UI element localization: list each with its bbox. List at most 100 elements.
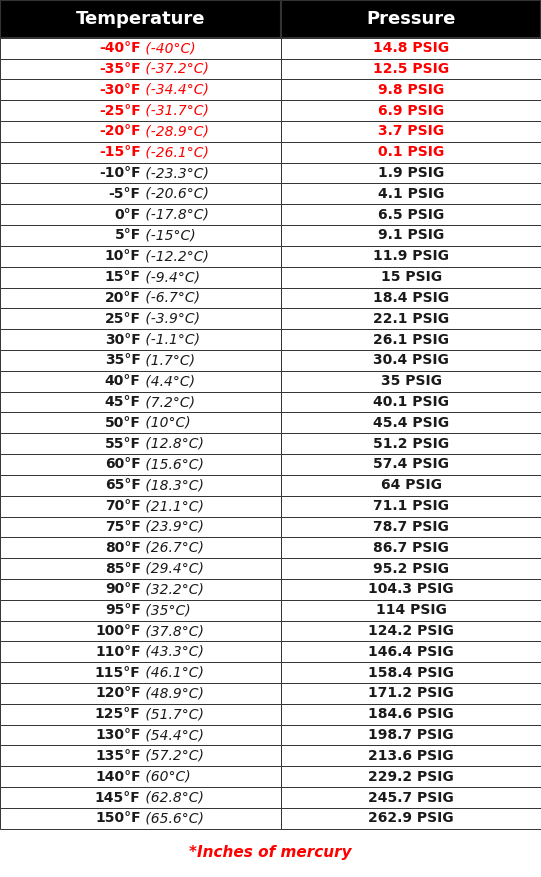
Bar xyxy=(281,745,541,766)
Bar xyxy=(0,808,281,829)
Text: 18.4 PSIG: 18.4 PSIG xyxy=(373,291,449,305)
Text: Pressure: Pressure xyxy=(366,10,456,28)
Text: (29.4°C): (29.4°C) xyxy=(141,561,203,575)
Text: 40.1 PSIG: 40.1 PSIG xyxy=(373,395,449,409)
Bar xyxy=(0,538,281,558)
Text: 114 PSIG: 114 PSIG xyxy=(375,603,447,617)
Text: (4.4°C): (4.4°C) xyxy=(141,374,195,389)
Text: 30.4 PSIG: 30.4 PSIG xyxy=(373,353,449,367)
Text: -10°F: -10°F xyxy=(99,166,141,180)
Text: 229.2 PSIG: 229.2 PSIG xyxy=(368,770,454,784)
Text: 30°F: 30°F xyxy=(105,332,141,346)
Bar xyxy=(0,100,281,121)
Text: 11.9 PSIG: 11.9 PSIG xyxy=(373,249,449,263)
Text: 140°F: 140°F xyxy=(95,770,141,784)
Bar xyxy=(281,288,541,309)
Text: 145°F: 145°F xyxy=(95,790,141,804)
Bar xyxy=(0,662,281,683)
Text: (-28.9°C): (-28.9°C) xyxy=(141,125,208,139)
Bar xyxy=(0,225,281,246)
Text: (-34.4°C): (-34.4°C) xyxy=(141,82,208,96)
Text: (-20.6°C): (-20.6°C) xyxy=(141,187,208,201)
Text: (48.9°C): (48.9°C) xyxy=(141,687,203,701)
Bar xyxy=(0,745,281,766)
Bar xyxy=(281,474,541,496)
Bar xyxy=(281,162,541,183)
Bar xyxy=(281,267,541,288)
Bar xyxy=(0,121,281,142)
Bar xyxy=(0,246,281,267)
Bar xyxy=(281,412,541,433)
Text: 45°F: 45°F xyxy=(104,395,141,409)
Text: (10°C): (10°C) xyxy=(141,416,190,430)
Bar xyxy=(281,496,541,517)
Text: (-3.9°C): (-3.9°C) xyxy=(141,311,200,325)
Bar xyxy=(281,683,541,704)
Text: -15°F: -15°F xyxy=(99,146,141,160)
Text: 78.7 PSIG: 78.7 PSIG xyxy=(373,520,449,534)
Bar xyxy=(0,412,281,433)
Text: 14.8 PSIG: 14.8 PSIG xyxy=(373,41,449,55)
Text: 150°F: 150°F xyxy=(95,811,141,825)
Bar xyxy=(0,558,281,579)
Text: (46.1°C): (46.1°C) xyxy=(141,666,203,680)
Text: 70°F: 70°F xyxy=(105,499,141,513)
Bar xyxy=(281,59,541,79)
Text: -20°F: -20°F xyxy=(99,125,141,139)
Bar xyxy=(0,204,281,225)
Bar xyxy=(0,183,281,204)
Text: 9.1 PSIG: 9.1 PSIG xyxy=(378,229,444,242)
Text: 64 PSIG: 64 PSIG xyxy=(381,478,441,492)
Bar xyxy=(0,474,281,496)
Text: -35°F: -35°F xyxy=(99,62,141,76)
Bar xyxy=(0,683,281,704)
Text: (-17.8°C): (-17.8°C) xyxy=(141,208,208,222)
Text: 124.2 PSIG: 124.2 PSIG xyxy=(368,624,454,638)
Bar xyxy=(0,350,281,371)
Text: 20°F: 20°F xyxy=(105,291,141,305)
Text: 40°F: 40°F xyxy=(105,374,141,389)
Text: 115°F: 115°F xyxy=(95,666,141,680)
Bar xyxy=(281,350,541,371)
Bar xyxy=(0,621,281,641)
Bar xyxy=(281,329,541,350)
Text: (-40°C): (-40°C) xyxy=(141,41,195,55)
Bar xyxy=(281,100,541,121)
Text: (60°C): (60°C) xyxy=(141,770,190,784)
Bar xyxy=(281,808,541,829)
Text: Temperature: Temperature xyxy=(76,10,206,28)
Bar xyxy=(281,662,541,683)
Text: 65°F: 65°F xyxy=(105,478,141,492)
Bar xyxy=(0,392,281,412)
Text: 184.6 PSIG: 184.6 PSIG xyxy=(368,707,454,721)
Bar xyxy=(0,309,281,329)
Text: 158.4 PSIG: 158.4 PSIG xyxy=(368,666,454,680)
Text: 10°F: 10°F xyxy=(105,249,141,263)
Text: -40°F: -40°F xyxy=(99,41,141,55)
Text: 125°F: 125°F xyxy=(95,707,141,721)
Bar xyxy=(0,704,281,724)
Bar xyxy=(281,204,541,225)
Text: 0°F: 0°F xyxy=(115,208,141,222)
Text: 5°F: 5°F xyxy=(114,229,141,242)
Bar xyxy=(281,38,541,59)
Bar xyxy=(0,766,281,788)
Bar xyxy=(0,162,281,183)
Bar xyxy=(0,142,281,162)
Bar xyxy=(0,371,281,392)
Bar xyxy=(281,558,541,579)
Text: 55°F: 55°F xyxy=(104,437,141,451)
Bar xyxy=(281,79,541,100)
Text: (35°C): (35°C) xyxy=(141,603,190,617)
Bar xyxy=(281,246,541,267)
Text: 57.4 PSIG: 57.4 PSIG xyxy=(373,458,449,472)
Text: (62.8°C): (62.8°C) xyxy=(141,790,203,804)
Text: 25°F: 25°F xyxy=(104,311,141,325)
Bar xyxy=(281,371,541,392)
Text: 100°F: 100°F xyxy=(95,624,141,638)
Text: (54.4°C): (54.4°C) xyxy=(141,728,203,742)
Bar xyxy=(281,183,541,204)
Bar xyxy=(0,79,281,100)
Text: 35°F: 35°F xyxy=(105,353,141,367)
Bar xyxy=(281,433,541,454)
